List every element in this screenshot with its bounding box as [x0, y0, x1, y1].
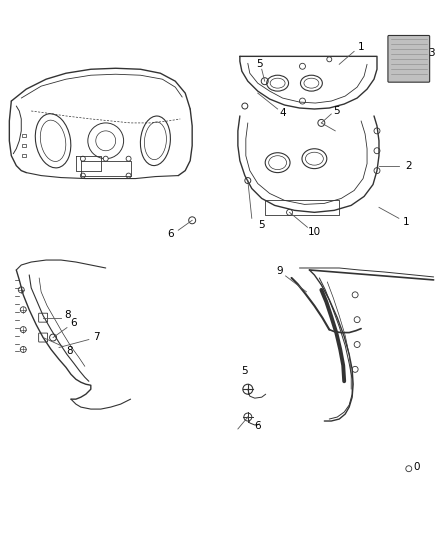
Circle shape	[352, 292, 358, 298]
Circle shape	[103, 156, 108, 161]
Circle shape	[354, 317, 360, 322]
Circle shape	[374, 168, 380, 174]
Text: 5: 5	[241, 366, 248, 376]
Text: 0: 0	[413, 462, 420, 472]
Text: 3: 3	[428, 49, 435, 58]
Text: 4: 4	[279, 108, 286, 118]
Circle shape	[189, 217, 196, 224]
Circle shape	[126, 173, 131, 178]
Circle shape	[242, 103, 248, 109]
Circle shape	[244, 413, 252, 421]
Circle shape	[327, 57, 332, 62]
Circle shape	[245, 177, 251, 183]
Text: 10: 10	[308, 227, 321, 237]
Circle shape	[126, 156, 131, 161]
Text: 5: 5	[258, 220, 265, 230]
Text: 5: 5	[256, 59, 263, 69]
Text: 5: 5	[333, 106, 339, 116]
FancyBboxPatch shape	[39, 333, 48, 342]
Circle shape	[18, 287, 24, 293]
Circle shape	[20, 327, 26, 333]
Circle shape	[49, 334, 57, 341]
Circle shape	[286, 209, 293, 215]
Circle shape	[261, 78, 268, 85]
Circle shape	[318, 119, 325, 126]
Bar	[22, 134, 26, 138]
Circle shape	[300, 98, 305, 104]
Circle shape	[81, 156, 85, 161]
Text: 6: 6	[71, 318, 77, 328]
FancyBboxPatch shape	[388, 36, 430, 82]
Bar	[22, 154, 26, 157]
Text: 2: 2	[406, 160, 412, 171]
Circle shape	[20, 346, 26, 352]
Circle shape	[300, 63, 305, 69]
Circle shape	[20, 307, 26, 313]
Circle shape	[406, 466, 412, 472]
Text: 1: 1	[358, 43, 364, 52]
Circle shape	[352, 366, 358, 373]
Bar	[22, 144, 26, 147]
Text: 6: 6	[167, 229, 173, 239]
Circle shape	[81, 173, 85, 178]
Circle shape	[243, 384, 253, 394]
Text: 8: 8	[65, 310, 71, 320]
Text: 1: 1	[403, 217, 409, 227]
Circle shape	[354, 342, 360, 348]
Circle shape	[374, 148, 380, 154]
Text: 8: 8	[67, 346, 73, 357]
Text: 9: 9	[276, 266, 283, 276]
FancyBboxPatch shape	[39, 313, 48, 322]
Text: 7: 7	[93, 332, 100, 342]
Text: 6: 6	[254, 421, 261, 431]
Circle shape	[374, 128, 380, 134]
